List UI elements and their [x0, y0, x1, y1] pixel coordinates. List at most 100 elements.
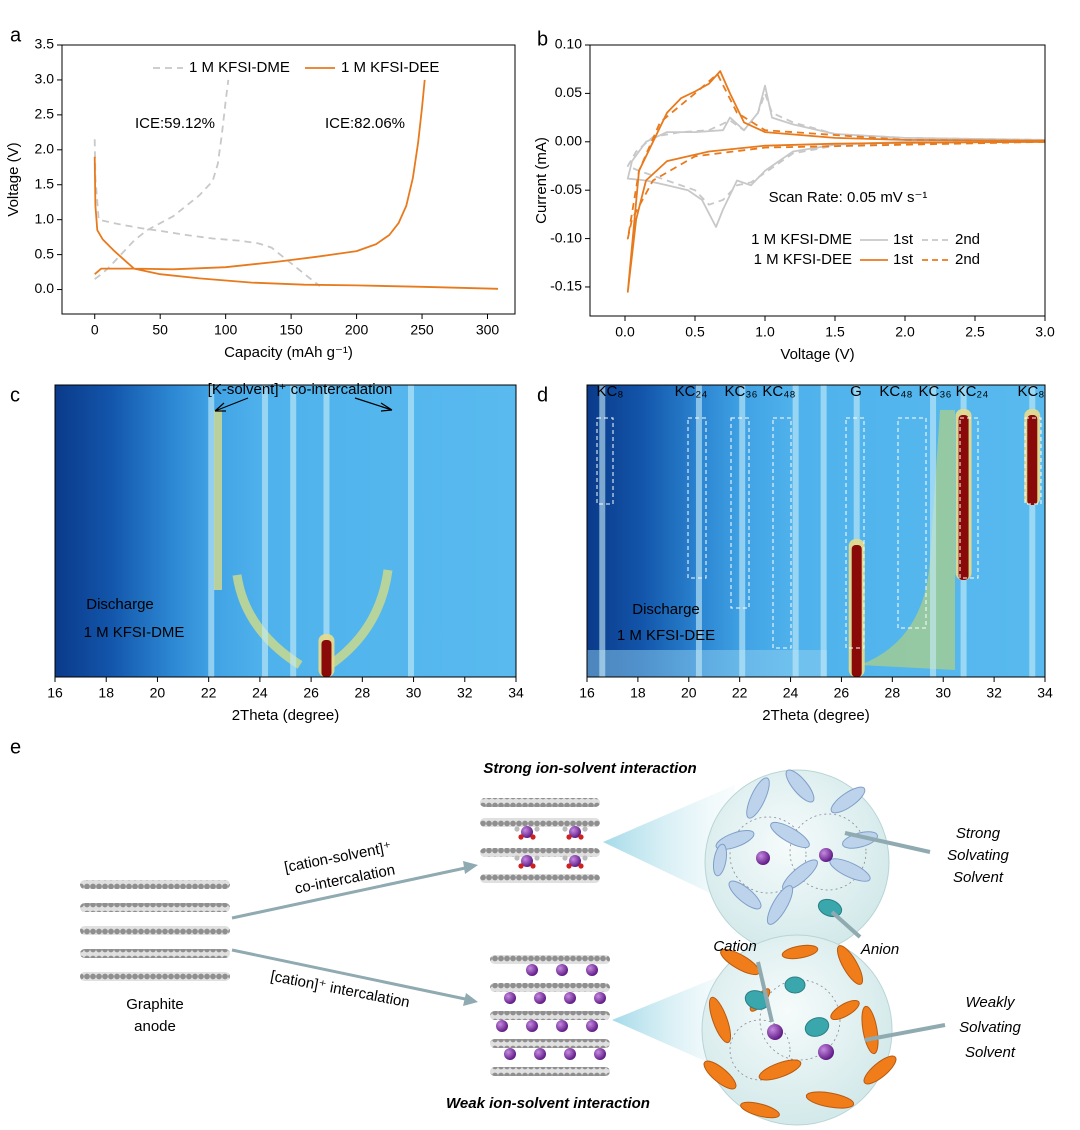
x-tick-label: 28: [885, 685, 901, 701]
heatmap-feature: [232, 574, 303, 669]
y-tick-label: 1.0: [35, 210, 55, 226]
solvent-molecule: [703, 1060, 737, 1090]
strong-peak: [851, 545, 862, 677]
legend-label: 2nd: [955, 231, 980, 248]
x-tick-label: 20: [150, 685, 166, 701]
phase-box: [897, 417, 927, 629]
title-strong: Strong ion-solvent interaction: [483, 760, 696, 777]
phase-box: [1024, 417, 1042, 505]
graphene-layer: [490, 1011, 610, 1020]
heatmap-text: 1 M KFSI-DEE: [617, 627, 715, 644]
data-line: [626, 84, 1046, 228]
solvation-bubble: [701, 934, 893, 1126]
arrow-head: [463, 993, 478, 1006]
cation-sphere: [594, 1048, 606, 1060]
legend-label: 1 M KFSI-DEE: [341, 59, 439, 76]
plot-frame: [61, 44, 516, 315]
solvent-molecule: [740, 1101, 780, 1119]
cation-sphere: [504, 992, 516, 1004]
x-tick-label: 16: [579, 685, 595, 701]
graphene-layer: [80, 949, 230, 958]
annotation: Scan Rate: 0.05 mV s⁻¹: [769, 189, 928, 206]
x-tick-label: 28: [355, 685, 371, 701]
solvent-molecule: [708, 996, 732, 1044]
solvent-atom: [566, 834, 572, 840]
cation-sphere: [534, 1048, 546, 1060]
solvent-molecule: [830, 999, 860, 1021]
arrow-head: [463, 861, 478, 874]
x-tick-label: 26: [303, 685, 319, 701]
annotation: ICE:82.06%: [325, 115, 405, 132]
solvent-molecule: [781, 944, 819, 960]
solvent-molecule: [805, 1091, 855, 1109]
peak-streak: [695, 385, 702, 677]
cation-sphere: [564, 1048, 576, 1060]
graphene-layer: [490, 955, 610, 964]
cation-sphere: [586, 964, 598, 976]
solvation-shell: [729, 1019, 791, 1081]
graphene-layer: [480, 798, 600, 807]
panel-label: a: [10, 24, 22, 46]
phase-box: [730, 417, 750, 609]
heatmap-feature: [214, 410, 222, 590]
solvent-molecule: [766, 885, 794, 925]
solvent-atom: [530, 834, 536, 840]
graphene-layer: [80, 880, 230, 889]
strong-peak: [958, 415, 969, 580]
cation-sphere: [564, 992, 576, 1004]
legend-label: 1st: [893, 251, 914, 268]
solvent-molecule: [758, 1059, 802, 1081]
peak-label: KC₈: [1017, 383, 1044, 400]
x-axis-label: 2Theta (degree): [232, 707, 340, 724]
panel-label: b: [537, 28, 548, 50]
cation-sphere: [496, 1020, 508, 1032]
x-tick-label: 18: [98, 685, 114, 701]
solvent-label: Weakly: [966, 994, 1016, 1011]
heatmap-feature: [587, 650, 827, 677]
solvent-atom: [562, 826, 568, 832]
phase-box: [845, 417, 865, 649]
legend-label: 1st: [893, 231, 914, 248]
cation-sphere: [586, 1020, 598, 1032]
peak-streak: [290, 385, 297, 677]
solvent-atom: [578, 834, 584, 840]
solvent-molecule: [770, 821, 810, 849]
solvent-molecule: [829, 858, 871, 882]
x-tick-label: 150: [279, 322, 303, 338]
heatmap-text: 1 M KFSI-DME: [84, 624, 185, 641]
cation-sphere: [521, 826, 533, 838]
solvent-label: Solvating: [947, 847, 1009, 864]
strong-peak: [321, 640, 332, 677]
cation-sphere: [819, 848, 833, 862]
solvent-atom: [582, 855, 588, 861]
y-axis-label: Current (mA): [533, 137, 550, 224]
cation-label: Cation: [713, 938, 756, 955]
pointer: [756, 961, 774, 1023]
solvent-atom: [518, 863, 524, 869]
phase-box: [772, 417, 792, 649]
solvent-molecule: [746, 777, 770, 819]
data-line: [93, 79, 321, 287]
cation-sphere: [569, 826, 581, 838]
x-tick-label: 200: [345, 322, 369, 338]
legend-group: 1 M KFSI-DEE: [754, 251, 852, 268]
peak-streak: [930, 385, 937, 677]
peak-label: KC₂₄: [956, 383, 989, 400]
cation-sphere: [526, 1020, 538, 1032]
arrow: [214, 397, 249, 412]
graphene-layer: [480, 848, 600, 857]
solvent-molecule: [712, 843, 728, 877]
solvent-atom: [518, 834, 524, 840]
graphene-layer: [490, 983, 610, 992]
solvent-label: Solvating: [959, 1019, 1021, 1036]
peak-streak: [208, 385, 215, 677]
solvent-label: Solvent: [953, 869, 1004, 886]
graphite-label: Graphite: [126, 996, 184, 1013]
legend-label: 2nd: [955, 251, 980, 268]
peak-streak: [739, 385, 746, 677]
x-tick-label: 22: [732, 685, 748, 701]
x-tick-label: 20: [681, 685, 697, 701]
y-tick-label: 3.0: [35, 71, 55, 87]
anion: [804, 1017, 830, 1037]
